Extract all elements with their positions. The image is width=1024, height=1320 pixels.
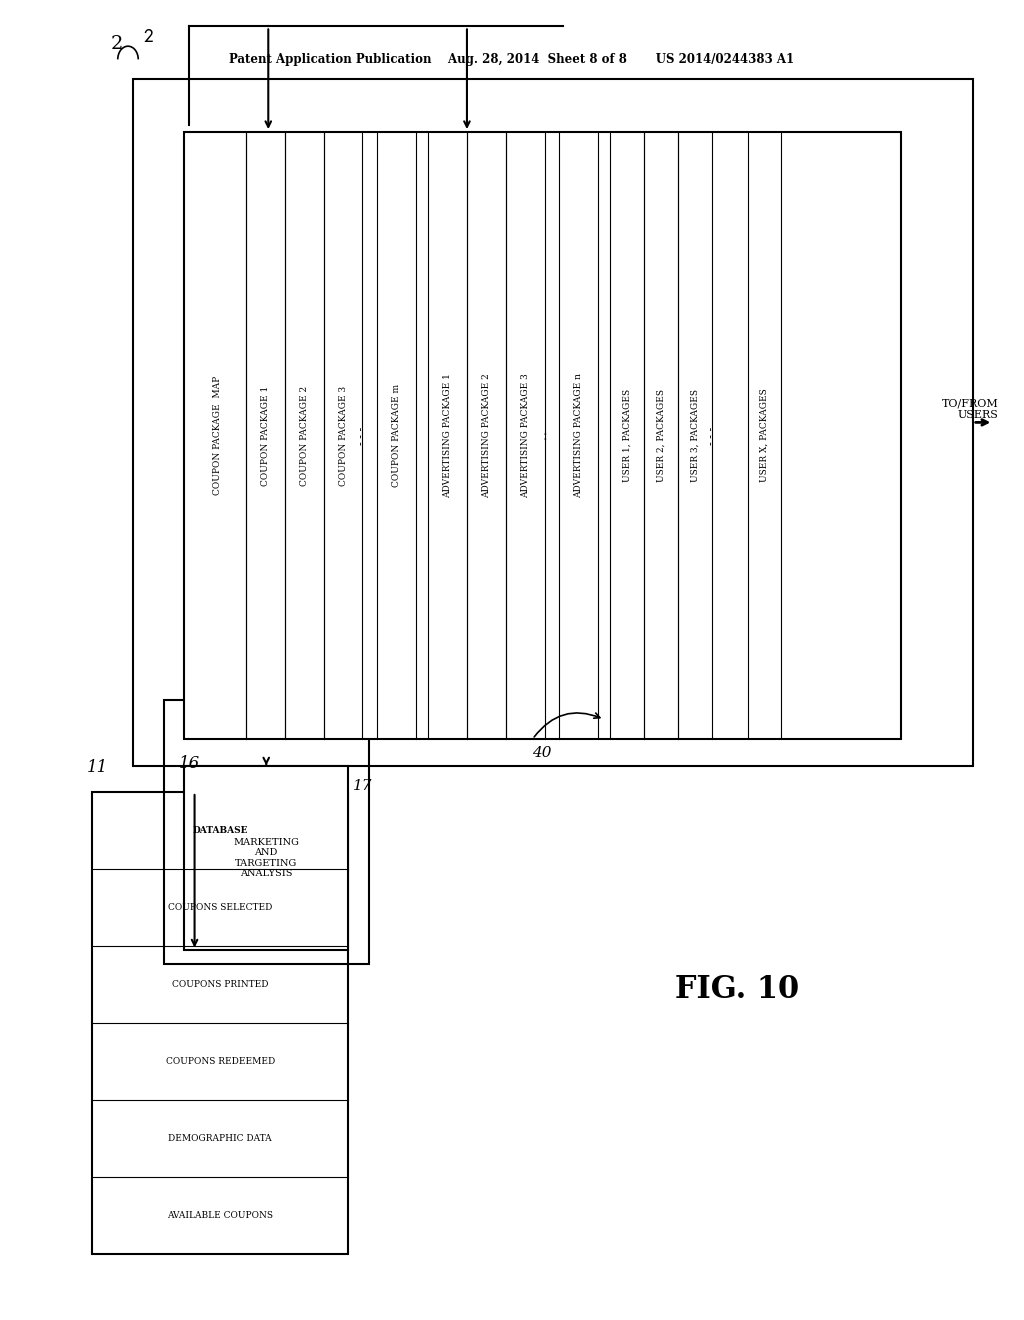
Text: - - -: - - - — [707, 426, 717, 445]
Text: TO/FROM
USERS: TO/FROM USERS — [942, 399, 998, 420]
Text: USER 2, PACKAGES: USER 2, PACKAGES — [656, 389, 666, 482]
Text: COUPON PACKAGE 3: COUPON PACKAGE 3 — [339, 385, 347, 486]
Text: DATABASE: DATABASE — [193, 826, 248, 836]
Text: ADVERTISING PACKAGE n: ADVERTISING PACKAGE n — [574, 374, 583, 498]
Text: AVAILABLE COUPONS: AVAILABLE COUPONS — [167, 1210, 273, 1220]
Text: 16: 16 — [179, 755, 201, 772]
Text: COUPONS SELECTED: COUPONS SELECTED — [168, 903, 272, 912]
Text: $\mathcal{2}$: $\mathcal{2}$ — [143, 28, 155, 46]
Text: :: : — [543, 429, 547, 442]
FancyBboxPatch shape — [133, 79, 973, 766]
Text: FIG. 10: FIG. 10 — [675, 974, 800, 1006]
Text: USER 3, PACKAGES: USER 3, PACKAGES — [690, 389, 699, 482]
Text: MARKETING
AND
TARGETING
ANALYSIS: MARKETING AND TARGETING ANALYSIS — [233, 838, 299, 878]
Text: USER X, PACKAGES: USER X, PACKAGES — [760, 388, 769, 483]
Text: COUPON PACKAGE  MAP: COUPON PACKAGE MAP — [213, 376, 222, 495]
Text: - - -: - - - — [357, 426, 368, 445]
FancyBboxPatch shape — [184, 132, 901, 739]
Text: COUPON PACKAGE m: COUPON PACKAGE m — [392, 384, 400, 487]
Text: COUPONS PRINTED: COUPONS PRINTED — [172, 979, 268, 989]
FancyBboxPatch shape — [92, 792, 348, 1254]
FancyBboxPatch shape — [184, 766, 348, 950]
Text: 2: 2 — [111, 34, 123, 53]
Text: ADVERTISING PACKAGE 1: ADVERTISING PACKAGE 1 — [443, 374, 452, 498]
Text: Patent Application Publication    Aug. 28, 2014  Sheet 8 of 8       US 2014/0244: Patent Application Publication Aug. 28, … — [229, 53, 795, 66]
Text: COUPON PACKAGE 1: COUPON PACKAGE 1 — [261, 385, 269, 486]
Text: ADVERTISING PACKAGE 2: ADVERTISING PACKAGE 2 — [482, 374, 490, 498]
Text: USER 1, PACKAGES: USER 1, PACKAGES — [623, 389, 632, 482]
Text: COUPON PACKAGE 2: COUPON PACKAGE 2 — [300, 385, 308, 486]
Text: ADVERTISING PACKAGE 3: ADVERTISING PACKAGE 3 — [521, 374, 529, 498]
Text: COUPONS REDEEMED: COUPONS REDEEMED — [166, 1057, 274, 1067]
Text: 40: 40 — [532, 746, 552, 760]
Text: 17: 17 — [353, 779, 373, 793]
Text: DEMOGRAPHIC DATA: DEMOGRAPHIC DATA — [168, 1134, 272, 1143]
Text: 11: 11 — [87, 759, 109, 776]
